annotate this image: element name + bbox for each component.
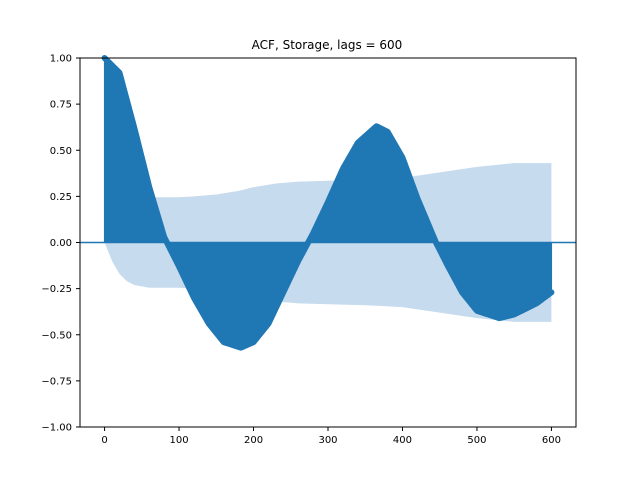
y-tick-label: −0.75: [41, 376, 72, 387]
y-tick-label: 1.00: [50, 54, 72, 65]
x-tick-label: 300: [318, 435, 337, 446]
x-tick-label: 0: [101, 435, 107, 446]
y-tick-label: −0.50: [41, 330, 72, 341]
x-tick-label: 400: [393, 435, 412, 446]
y-tick-label: 0.00: [50, 238, 72, 249]
y-tick-label: 0.50: [50, 146, 72, 157]
plot-area: 0 100 200 300 400 500 600 −1.00 −0.75 −0.50 −0.25 0…: [41, 54, 577, 446]
y-tick-label: 0.25: [50, 192, 72, 203]
y-tick-label: −0.25: [41, 284, 72, 295]
x-tick-label: 600: [542, 435, 561, 446]
x-tick-label: 100: [170, 435, 189, 446]
y-tick-label: −1.00: [41, 423, 72, 434]
acf-markers: [101, 55, 555, 351]
x-tick-label: 200: [244, 435, 263, 446]
chart-title: ACF, Storage, lags = 600: [252, 38, 403, 52]
x-tick-label: 500: [467, 435, 486, 446]
y-tick-label: 0.75: [50, 100, 72, 111]
